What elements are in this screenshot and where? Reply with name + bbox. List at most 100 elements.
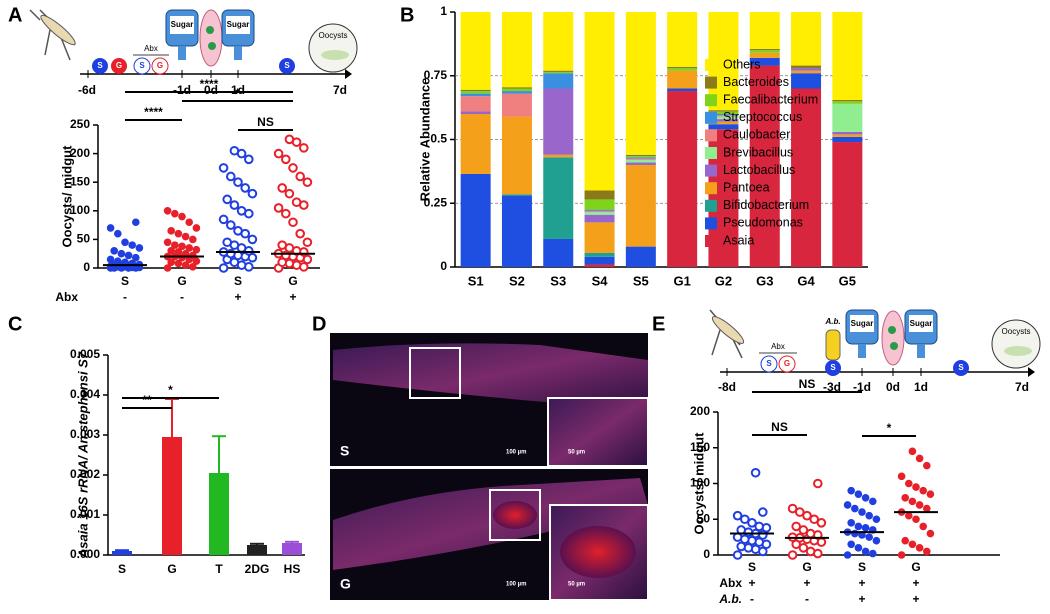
bar-segment <box>832 131 863 135</box>
dot <box>908 497 917 506</box>
significance-label: * <box>168 383 173 397</box>
legend-label: Pseudomonas <box>723 216 803 230</box>
bar <box>162 437 182 555</box>
bar-segment <box>791 88 822 267</box>
dot <box>732 550 743 560</box>
timeline-label: 0d <box>886 380 900 394</box>
dot <box>171 209 179 218</box>
dot <box>281 154 291 165</box>
legend-swatch <box>705 235 717 247</box>
dot <box>854 544 863 552</box>
bar-segment <box>543 157 574 239</box>
bar-segment <box>832 99 863 102</box>
dot <box>861 547 870 556</box>
bar-segment <box>708 115 739 117</box>
dot <box>805 546 816 557</box>
y-tick-label: 200 <box>690 404 710 418</box>
bar-segment <box>708 110 739 112</box>
bar-segment <box>584 199 615 210</box>
dot <box>181 232 190 241</box>
x-tick-label: G <box>177 274 186 288</box>
legend-swatch <box>705 182 717 195</box>
row-label: A.b. <box>718 592 742 606</box>
bar-segment <box>667 66 698 69</box>
bar-segment <box>501 116 532 195</box>
dot <box>787 550 798 560</box>
bar-segment <box>625 165 656 247</box>
y-tick-label: 0.003 <box>70 427 100 441</box>
y-tick-label: 0.000 <box>70 547 100 561</box>
dot <box>872 515 881 524</box>
dot <box>813 478 823 489</box>
bar-segment <box>832 142 863 267</box>
legend-swatch <box>705 111 717 124</box>
row-value: + <box>289 290 296 304</box>
significance-label: NS <box>257 115 274 129</box>
dot <box>791 521 802 532</box>
feeder-label: Sugar <box>910 319 933 328</box>
dot <box>919 486 927 495</box>
timeline-label: -8d <box>718 380 736 394</box>
y-tick-label: 0.002 <box>70 467 100 481</box>
bar-segment <box>584 252 615 257</box>
dot <box>174 259 183 268</box>
circle-label: S <box>139 61 145 70</box>
bar-segment <box>708 119 739 122</box>
timeline-label: -1d <box>173 83 191 97</box>
dot <box>167 258 175 267</box>
dot <box>858 508 866 516</box>
dot <box>226 171 236 182</box>
dot <box>919 522 927 531</box>
bar-segment <box>543 70 574 72</box>
bar-segment <box>625 159 656 163</box>
dot <box>192 245 201 254</box>
row-value: - <box>805 592 809 606</box>
row-value: + <box>912 576 919 590</box>
dot <box>218 163 229 173</box>
dot <box>750 467 761 478</box>
bar-segment <box>460 173 491 267</box>
dot <box>114 229 122 238</box>
scale-label: 100 µm <box>506 450 526 456</box>
dot <box>901 536 909 545</box>
dot <box>229 145 240 156</box>
legend-swatch <box>705 147 717 159</box>
legend-swatch <box>705 129 717 142</box>
y-tick-label: 150 <box>690 440 710 454</box>
dot <box>851 529 859 538</box>
dot <box>185 244 193 252</box>
y-tick-label: 200 <box>70 146 90 160</box>
y-tick-label: 0.005 <box>70 347 100 361</box>
bar-segment <box>749 12 780 49</box>
dot <box>758 507 768 517</box>
bar-segment <box>625 156 656 158</box>
timeline-label: 7d <box>333 83 347 97</box>
bar-segment <box>667 88 698 92</box>
x-tick-label: S1 <box>468 273 484 288</box>
dot <box>869 549 877 558</box>
bar-segment <box>501 87 532 89</box>
bar-segment <box>584 12 615 191</box>
dot <box>912 483 920 491</box>
dot <box>798 543 809 553</box>
bar-segment <box>708 124 739 130</box>
x-tick-label: S <box>118 562 126 576</box>
dot <box>114 257 122 265</box>
y-tick-label: 50 <box>697 511 711 525</box>
dot <box>915 544 924 552</box>
abx-label: Abx <box>144 44 158 53</box>
dot <box>277 183 288 193</box>
dot <box>167 227 175 235</box>
dot <box>740 514 750 525</box>
y-tick-label: 1 <box>440 4 447 18</box>
schematic-a: Sugar Sugar S G S G S Abx -6d -1d 0d 1d … <box>29 9 358 97</box>
bar-segment <box>667 91 698 267</box>
timeline-label: -3d <box>823 380 841 394</box>
row-value: + <box>234 290 241 304</box>
dot <box>912 515 920 524</box>
legend-label: Asaia <box>723 233 754 247</box>
dot <box>244 154 254 165</box>
dot <box>787 503 798 514</box>
bar-segment <box>460 93 491 97</box>
dot <box>847 486 855 495</box>
